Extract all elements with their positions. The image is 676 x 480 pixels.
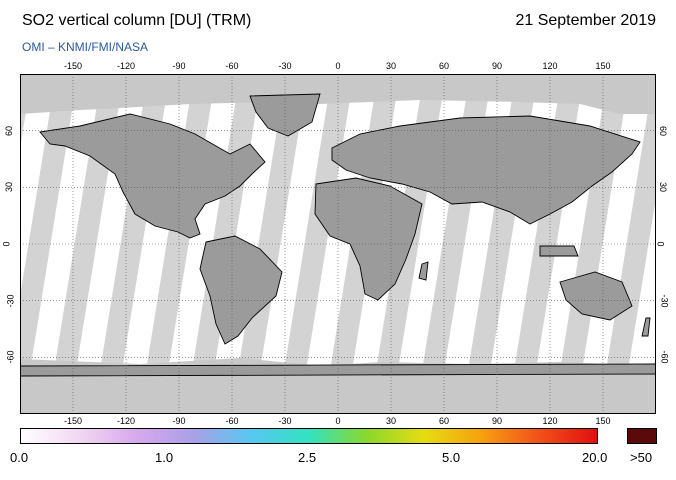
greenland bbox=[249, 93, 321, 137]
lat-tick-label-right: -30 bbox=[659, 294, 670, 308]
lon-tick-label-bottom: 30 bbox=[385, 416, 396, 426]
lon-tick-label-bottom: 150 bbox=[595, 416, 611, 426]
colorbar-label-4: 20.0 bbox=[582, 450, 608, 465]
lon-tick-label-bottom: 60 bbox=[438, 416, 449, 426]
lon-tick-label-bottom: -150 bbox=[63, 416, 82, 426]
lat-tick-label-right: 30 bbox=[658, 182, 669, 193]
no-data-swath bbox=[20, 74, 78, 414]
map-frame bbox=[20, 74, 656, 414]
colorbar-label-5: >50 bbox=[630, 450, 653, 465]
lon-tick-label-bottom: 0 bbox=[335, 416, 341, 426]
lon-tick-label-top: -30 bbox=[278, 61, 292, 71]
lat-tick-label-left: -60 bbox=[5, 350, 16, 364]
lon-tick-label-bottom: -30 bbox=[278, 416, 292, 426]
antarctica bbox=[20, 363, 656, 377]
lon-tick-label-top: 90 bbox=[491, 61, 502, 71]
colorbar-label-2: 2.5 bbox=[298, 450, 317, 465]
lat-tick-label-right: 0 bbox=[655, 241, 666, 247]
lat-tick-label-right: -60 bbox=[659, 350, 670, 364]
lon-tick-label-bottom: -60 bbox=[225, 416, 239, 426]
colorbar-overflow bbox=[627, 428, 657, 444]
lon-tick-label-top: 120 bbox=[542, 61, 558, 71]
lon-tick-label-top: -60 bbox=[225, 61, 239, 71]
no-data-swath bbox=[599, 74, 656, 414]
lon-tick-label-top: -120 bbox=[116, 61, 135, 71]
madagascar bbox=[418, 261, 429, 281]
lat-tick-label-left: 30 bbox=[4, 182, 15, 193]
lon-tick-label-top: 0 bbox=[335, 61, 341, 71]
indonesia bbox=[539, 245, 579, 257]
lon-tick-label-top: 30 bbox=[385, 61, 396, 71]
lat-tick-label-left: 60 bbox=[4, 125, 15, 136]
colorbar-label-0: 0.0 bbox=[10, 450, 29, 465]
lon-tick-label-bottom: -120 bbox=[116, 416, 135, 426]
lon-tick-label-top: -90 bbox=[172, 61, 186, 71]
north-america bbox=[39, 113, 266, 239]
map-date: 21 September 2019 bbox=[515, 12, 656, 29]
australia bbox=[559, 271, 633, 321]
south-america bbox=[199, 235, 283, 345]
lon-tick-label-top: 60 bbox=[438, 61, 449, 71]
lat-tick-label-right: 60 bbox=[658, 125, 669, 136]
lon-tick-label-bottom: -90 bbox=[172, 416, 186, 426]
map-title: SO2 vertical column [DU] (TRM) bbox=[22, 12, 252, 29]
so2-map bbox=[20, 74, 656, 414]
map-canvas bbox=[20, 74, 656, 414]
lon-tick-label-top: 150 bbox=[595, 61, 611, 71]
europe-asia bbox=[331, 115, 641, 225]
africa bbox=[314, 177, 423, 301]
land-masses bbox=[20, 93, 656, 377]
lat-lon-grid bbox=[20, 74, 656, 414]
colorbar-label-1: 1.0 bbox=[155, 450, 174, 465]
lon-tick-label-bottom: 90 bbox=[491, 416, 502, 426]
so2-colorbar bbox=[20, 428, 598, 444]
lon-tick-label-top: -150 bbox=[63, 61, 82, 71]
colorbar-label-3: 5.0 bbox=[442, 450, 461, 465]
lon-tick-label-bottom: 120 bbox=[542, 416, 558, 426]
data-credit: OMI – KNMI/FMI/NASA bbox=[22, 40, 149, 54]
lat-tick-label-left: -30 bbox=[5, 294, 16, 308]
lat-tick-label-left: 0 bbox=[1, 241, 12, 247]
new-zealand bbox=[641, 317, 651, 337]
